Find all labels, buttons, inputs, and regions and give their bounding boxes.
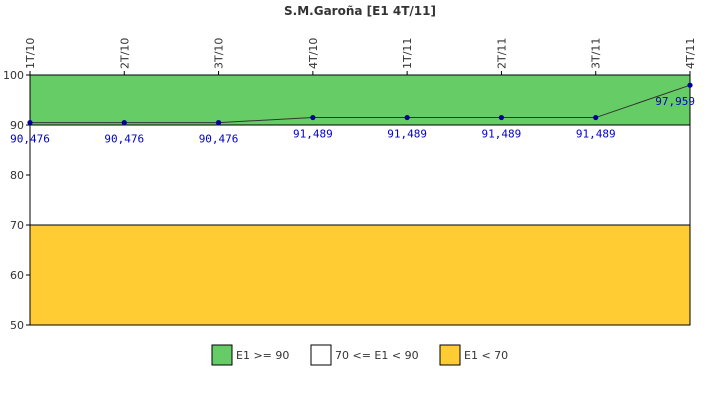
data-labels: 90,476 90,476 90,476 91,489 91,489 91,489 91,4… — [10, 95, 695, 145]
x-tick-label: 4T/11 — [684, 38, 697, 69]
data-label: 90,476 — [199, 133, 239, 146]
data-point — [27, 120, 33, 126]
x-tick-label: 1T/10 — [24, 38, 37, 69]
x-tick-label: 2T/11 — [495, 38, 508, 69]
threshold-bands — [29, 74, 691, 326]
x-tick-label: 2T/10 — [118, 38, 131, 69]
data-point — [498, 114, 505, 121]
x-tick-label: 4T/10 — [307, 38, 320, 69]
y-tick-label: 60 — [10, 269, 24, 282]
band-2 — [29, 224, 691, 326]
data-point — [121, 120, 127, 126]
series-line — [27, 82, 693, 126]
legend-swatch — [211, 344, 233, 366]
data-label: 97,959 — [655, 95, 695, 108]
data-label: 91,489 — [482, 128, 522, 141]
data-label: 90,476 — [104, 133, 144, 146]
data-point — [310, 114, 316, 121]
legend-label: 70 <= E1 < 90 — [335, 349, 419, 362]
legend-label: E1 >= 90 — [236, 349, 289, 362]
y-tick-label: 90 — [10, 119, 24, 132]
data-point — [687, 82, 693, 88]
chart-title: S.M.Garoña [E1 4T/11] — [284, 4, 436, 18]
data-label: 91,489 — [576, 128, 616, 141]
y-axis-ticks: 50 60 70 80 90 100 — [3, 69, 30, 332]
data-label: 91,489 — [293, 128, 333, 141]
legend-swatch — [310, 344, 332, 366]
legend: E1 >= 90 70 <= E1 < 90 E1 < 70 — [211, 344, 508, 366]
x-tick-label: 3T/11 — [590, 38, 603, 69]
data-point — [215, 120, 222, 126]
y-tick-label: 70 — [10, 219, 24, 232]
axes — [29, 75, 690, 326]
series-line-path — [30, 84, 691, 124]
band-0 — [29, 74, 691, 126]
y-tick-label: 100 — [3, 69, 24, 82]
data-label: 91,489 — [387, 128, 427, 141]
band-1 — [29, 124, 691, 226]
data-point — [404, 114, 410, 121]
y-tick-label: 80 — [10, 169, 24, 182]
legend-swatch — [439, 344, 461, 366]
x-axis-ticks: 1T/10 2T/10 3T/10 4T/10 1T/11 2T/11 3T/11 4T/11 — [24, 38, 697, 75]
legend-label: E1 < 70 — [464, 349, 508, 362]
data-point — [593, 114, 599, 121]
x-tick-label: 1T/11 — [401, 38, 414, 69]
data-label: 90,476 — [10, 133, 50, 146]
x-tick-label: 3T/10 — [213, 38, 226, 69]
y-tick-label: 50 — [10, 319, 24, 332]
